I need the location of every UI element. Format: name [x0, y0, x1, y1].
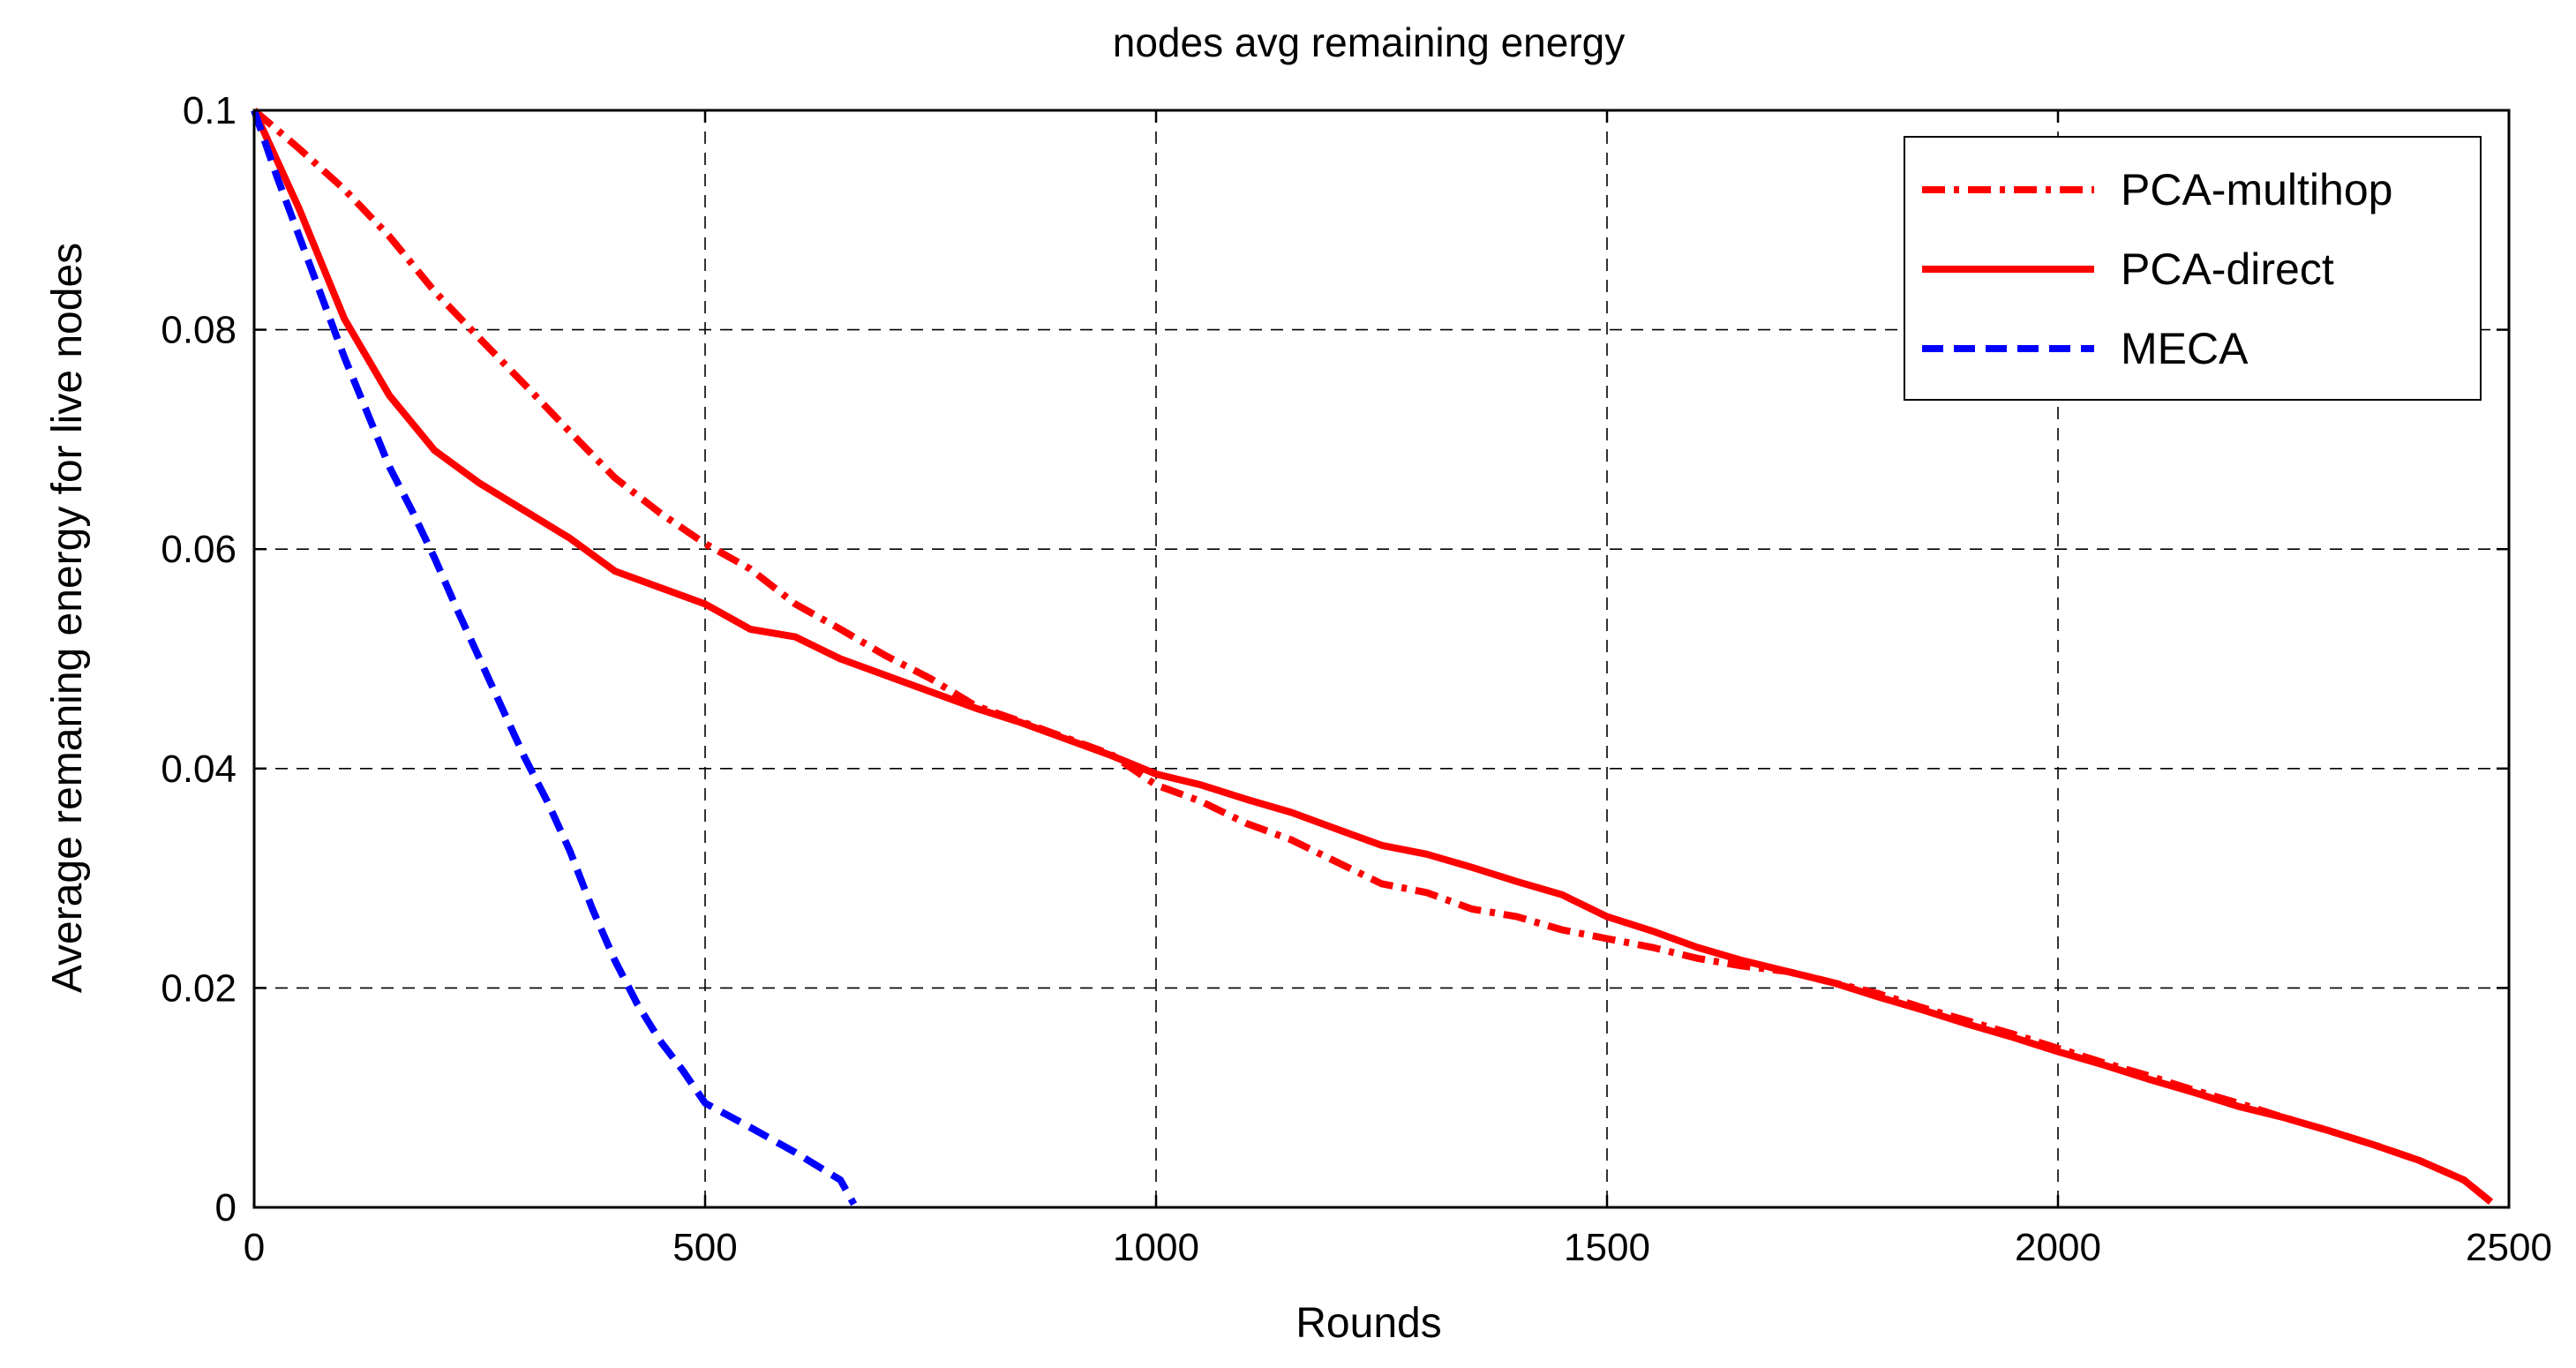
legend-label: PCA-multihop [2121, 165, 2392, 214]
series-line-meca [251, 109, 858, 1206]
ticks [252, 109, 2511, 1209]
y-tick-labels: 0 0.02 0.04 0.06 0.08 0.1 [161, 89, 237, 1229]
series-line-pca-direct [251, 109, 2494, 1205]
x-axis-label: Rounds [1296, 1300, 1441, 1347]
grid [254, 110, 2509, 1207]
x-tick-label: 0 [244, 1226, 265, 1269]
x-tick-label: 500 [672, 1226, 737, 1269]
series-group [251, 107, 2494, 1206]
axes-frame [252, 109, 2511, 1209]
y-axis-label: Average remaning energy for live nodes [44, 243, 91, 993]
legend: PCA-multihop PCA-direct MECA [1904, 136, 2482, 401]
y-tick-label: 0.06 [161, 528, 237, 571]
x-tick-label: 2500 [2466, 1226, 2552, 1269]
x-tick-label: 1500 [1564, 1226, 1650, 1269]
y-tick-label: 0 [215, 1186, 237, 1229]
x-tick-label: 1000 [1113, 1226, 1199, 1269]
legend-label: MECA [2121, 324, 2249, 373]
legend-label: PCA-direct [2121, 244, 2334, 294]
x-tick-labels: 0 500 1000 1500 2000 2500 [244, 1226, 2552, 1269]
y-tick-label: 0.1 [183, 89, 237, 132]
x-tick-label: 2000 [2015, 1226, 2101, 1269]
chart-title: nodes avg remaining energy [1113, 19, 1625, 65]
y-tick-label: 0.02 [161, 966, 237, 1010]
y-tick-label: 0.04 [161, 748, 237, 791]
y-tick-label: 0.08 [161, 309, 237, 352]
